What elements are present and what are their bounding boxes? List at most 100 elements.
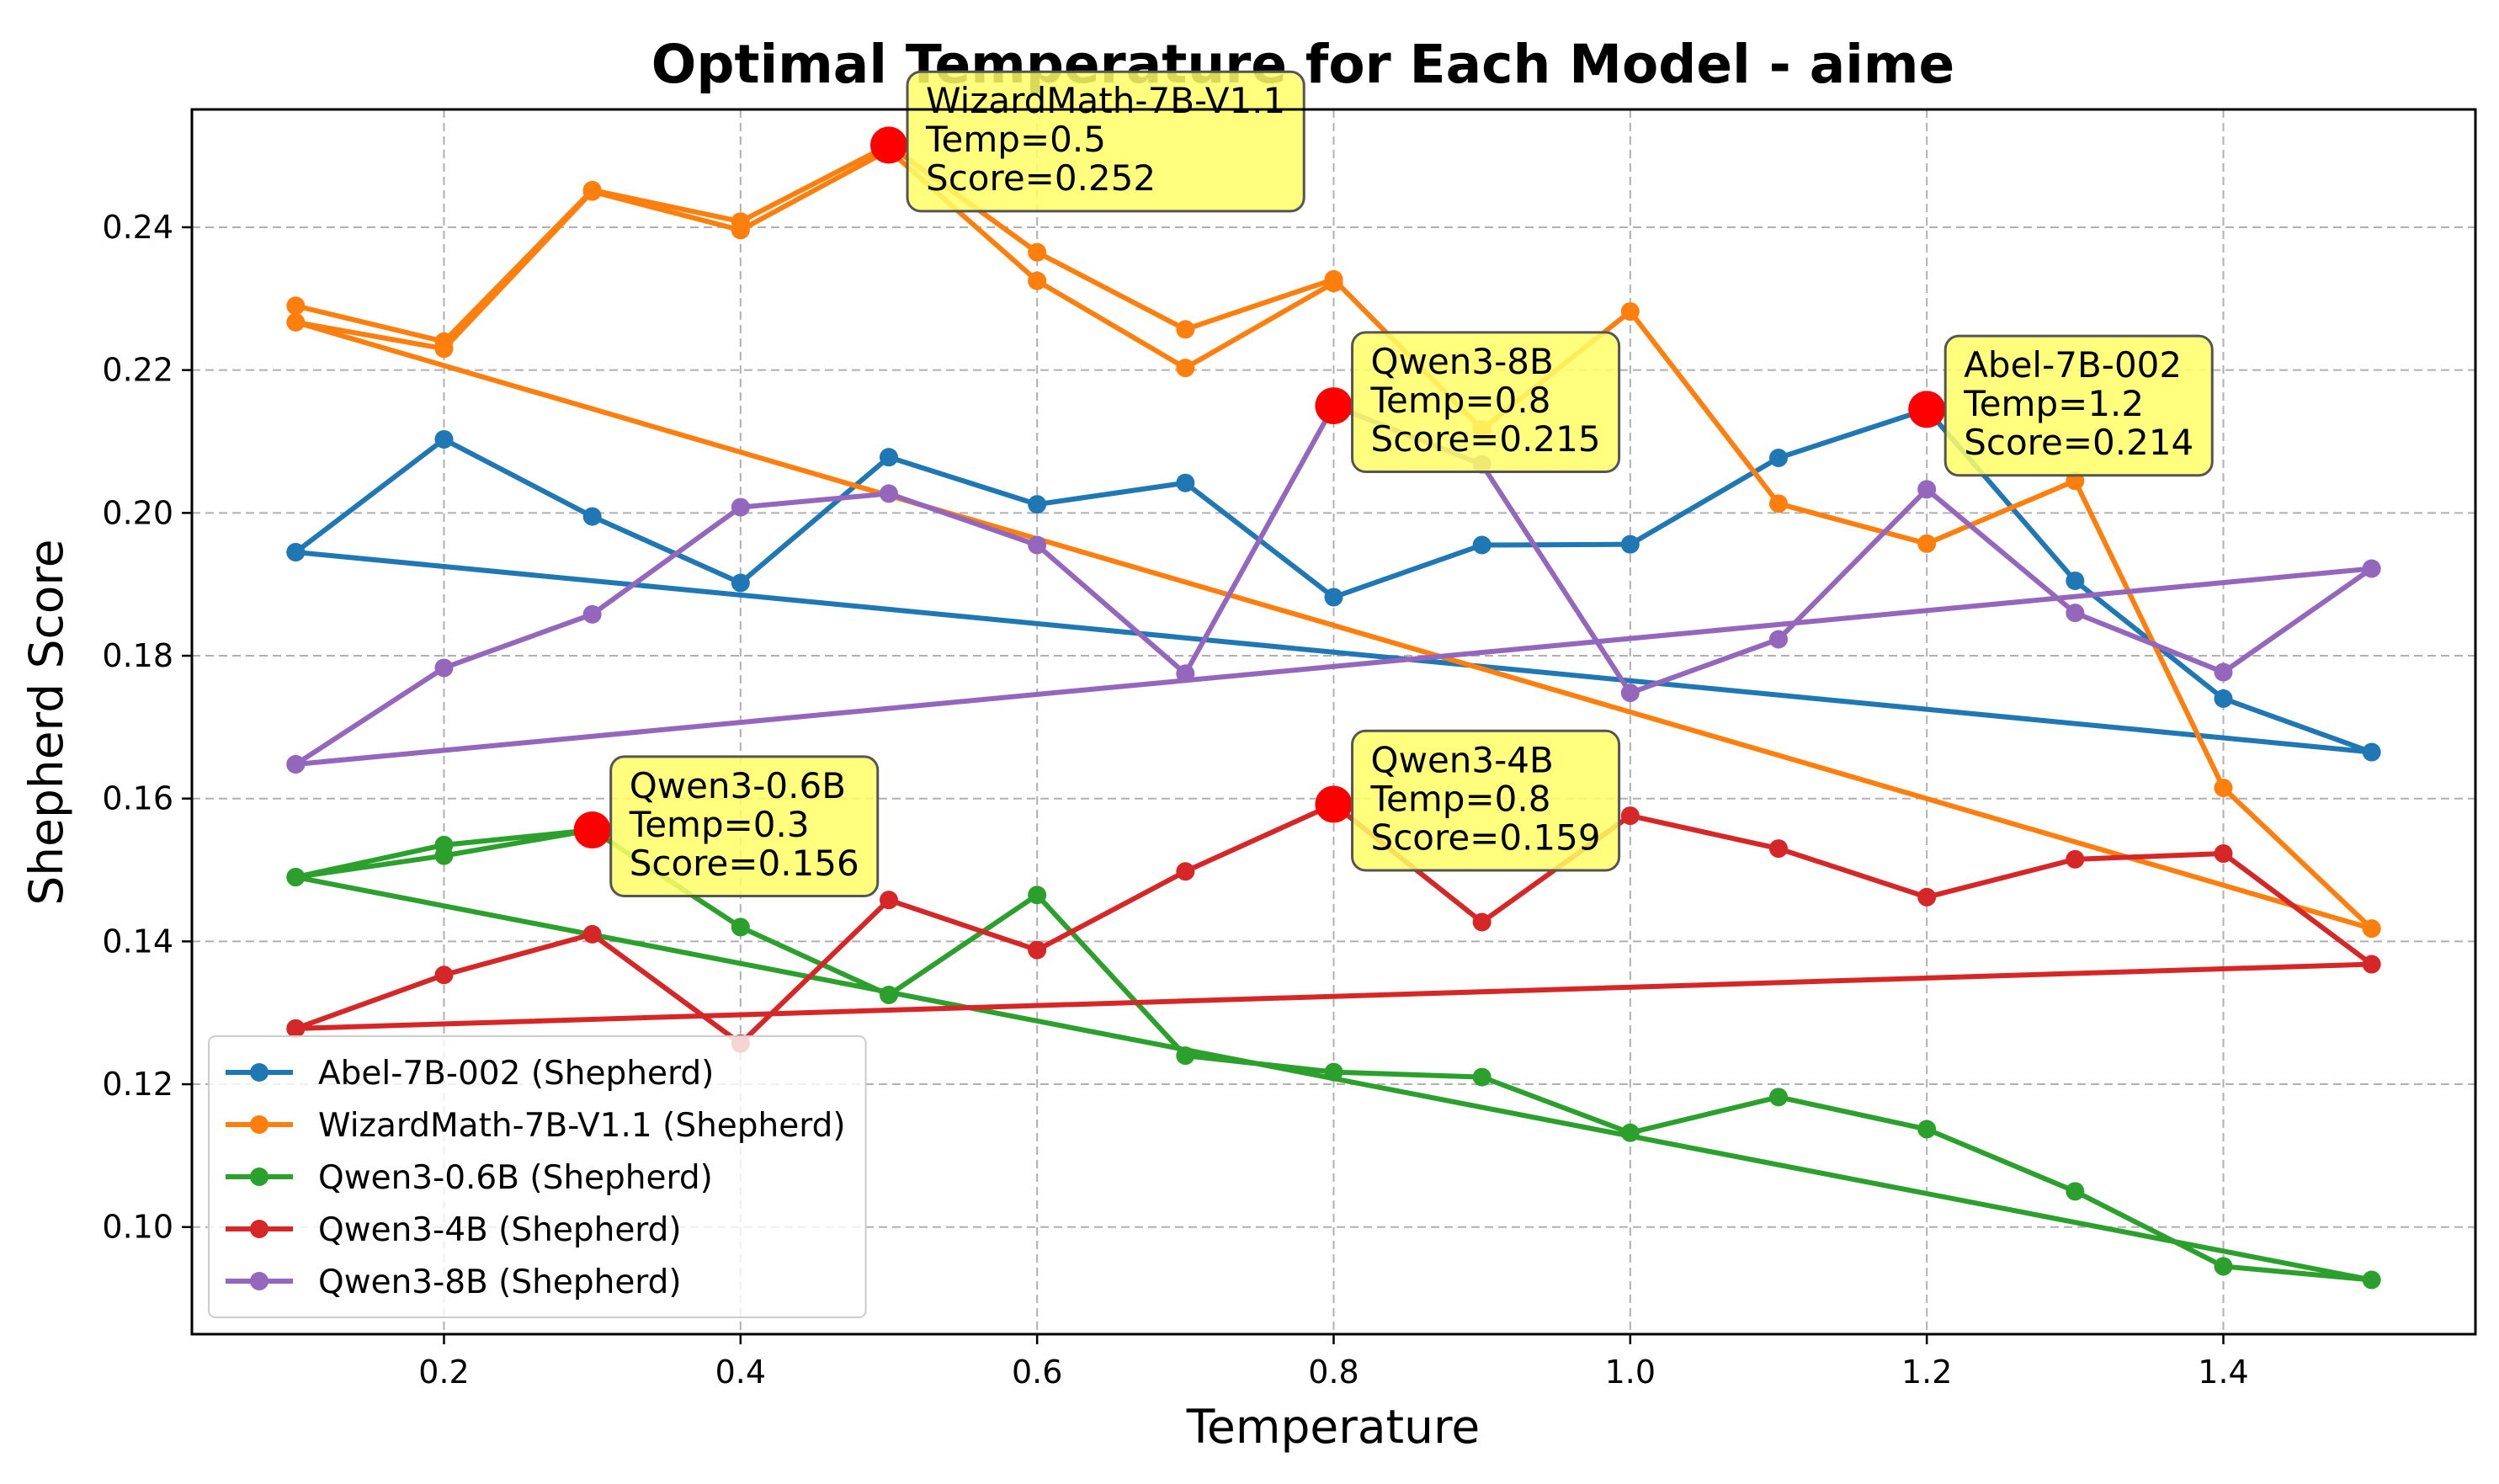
legend-label: Abel-7B-002 (Shepherd) bbox=[318, 1055, 714, 1093]
data-point bbox=[1769, 839, 1789, 859]
data-point bbox=[434, 965, 454, 985]
data-point bbox=[879, 891, 898, 910]
annotation-box bbox=[1351, 729, 1621, 872]
data-point bbox=[1620, 535, 1640, 554]
data-point bbox=[2066, 849, 2085, 869]
series-wizardmath-7b-v1-1-shepherd bbox=[286, 136, 2381, 939]
y-tick-label: 0.20 bbox=[102, 494, 173, 531]
data-point bbox=[2214, 1257, 2233, 1276]
legend-marker bbox=[250, 1220, 269, 1238]
data-point bbox=[1028, 271, 1047, 290]
y-tick-label: 0.24 bbox=[102, 209, 173, 246]
data-point bbox=[1324, 588, 1343, 607]
data-point bbox=[2362, 919, 2381, 939]
data-point bbox=[731, 573, 750, 593]
data-point bbox=[582, 182, 602, 201]
legend-entry: Qwen3-4B (Shepherd) bbox=[226, 1211, 682, 1249]
legend-marker bbox=[250, 1168, 269, 1186]
data-point bbox=[2362, 955, 2381, 974]
annotation-box bbox=[906, 70, 1305, 213]
annotation-text: Qwen3-8B bbox=[1371, 341, 1554, 382]
annotation-text: Score=0.159 bbox=[1371, 816, 1601, 858]
data-point bbox=[286, 312, 306, 332]
data-point bbox=[1769, 630, 1789, 649]
annotation-text: Temp=0.8 bbox=[1370, 778, 1551, 819]
legend-entry: Abel-7B-002 (Shepherd) bbox=[226, 1055, 714, 1093]
data-point bbox=[434, 339, 454, 359]
x-tick-label: 1.2 bbox=[1901, 1354, 1952, 1391]
data-point bbox=[2066, 1182, 2085, 1201]
data-point bbox=[1176, 473, 1195, 492]
x-tick-label: 0.6 bbox=[1012, 1354, 1062, 1391]
legend-entry: Qwen3-0.6B (Shepherd) bbox=[226, 1159, 713, 1197]
data-point bbox=[1472, 912, 1491, 932]
optimal-point-marker bbox=[1315, 387, 1353, 425]
data-point bbox=[879, 986, 898, 1005]
optimal-point-marker bbox=[869, 126, 907, 164]
annotation-text: Score=0.252 bbox=[926, 157, 1156, 199]
data-point bbox=[2066, 571, 2085, 590]
legend-label: WizardMath-7B-V1.1 (Shepherd) bbox=[318, 1107, 846, 1145]
annotation-text: Temp=0.5 bbox=[925, 119, 1106, 160]
data-point bbox=[1769, 449, 1789, 468]
x-tick-label: 0.4 bbox=[715, 1354, 766, 1391]
data-point bbox=[879, 448, 898, 467]
data-point bbox=[1620, 683, 1640, 703]
data-point bbox=[286, 543, 306, 562]
annotation-box bbox=[1943, 334, 2214, 477]
data-point bbox=[434, 429, 454, 449]
data-point bbox=[286, 296, 306, 316]
legend-label: Qwen3-4B (Shepherd) bbox=[318, 1211, 682, 1249]
y-tick-label: 0.18 bbox=[102, 637, 173, 674]
data-point bbox=[1917, 534, 1937, 553]
y-axis-label: Shepherd Score bbox=[19, 539, 73, 905]
data-point bbox=[1620, 1123, 1640, 1142]
data-point bbox=[286, 868, 306, 887]
optimal-point-marker bbox=[573, 811, 611, 849]
annotation-text: Qwen3-4B bbox=[1371, 739, 1554, 780]
data-point bbox=[582, 924, 602, 944]
annotation-text: WizardMath-7B-V1.1 bbox=[926, 80, 1285, 121]
data-point bbox=[434, 658, 454, 678]
legend-entry: WizardMath-7B-V1.1 (Shepherd) bbox=[226, 1107, 846, 1145]
data-point bbox=[1176, 359, 1195, 378]
data-point bbox=[1324, 274, 1343, 293]
data-point bbox=[2214, 689, 2233, 708]
data-point bbox=[2214, 844, 2233, 864]
y-tick-label: 0.22 bbox=[102, 352, 173, 389]
legend-box bbox=[208, 1035, 867, 1318]
data-point bbox=[1472, 1067, 1491, 1087]
data-point bbox=[2362, 1270, 2381, 1290]
data-point bbox=[1917, 887, 1937, 907]
annotation-text: Temp=0.3 bbox=[629, 804, 810, 845]
data-point bbox=[1028, 886, 1047, 905]
data-point bbox=[2362, 742, 2381, 762]
legend-marker bbox=[250, 1115, 269, 1134]
data-point bbox=[731, 221, 750, 240]
data-point bbox=[286, 1019, 306, 1038]
data-point bbox=[2362, 559, 2381, 578]
data-point bbox=[286, 754, 306, 774]
data-point bbox=[1620, 806, 1640, 826]
legend-marker bbox=[250, 1063, 269, 1082]
legend-marker bbox=[250, 1272, 269, 1290]
y-tick-label: 0.14 bbox=[102, 923, 173, 960]
legend: Abel-7B-002 (Shepherd) WizardMath-7B-V1.1… bbox=[208, 1035, 867, 1318]
y-tick-label: 0.16 bbox=[102, 780, 173, 817]
data-point bbox=[582, 507, 602, 526]
annotation-text: Temp=1.2 bbox=[1963, 383, 2144, 424]
x-tick-label: 0.8 bbox=[1308, 1354, 1358, 1391]
annotation-text: Qwen3-0.6B bbox=[630, 765, 846, 806]
data-point bbox=[2066, 604, 2085, 623]
optimal-markers-layer bbox=[573, 126, 1946, 849]
data-point bbox=[1028, 940, 1047, 960]
data-point bbox=[731, 497, 750, 517]
annotation-text: Score=0.215 bbox=[1371, 418, 1601, 460]
annotation-text: Score=0.156 bbox=[630, 843, 859, 884]
